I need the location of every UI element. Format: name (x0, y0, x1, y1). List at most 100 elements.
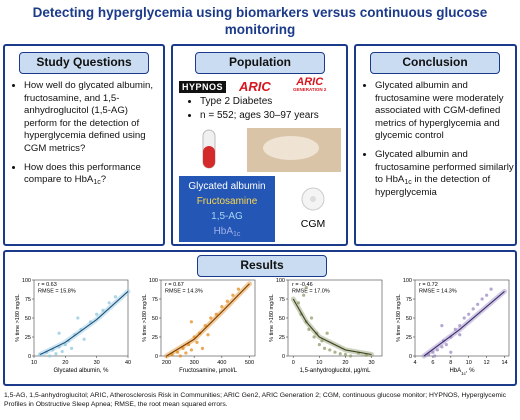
scatter-point (320, 339, 324, 343)
y-tick-label: 100 (403, 278, 412, 284)
scatter-point (364, 353, 368, 357)
population-list: Type 2 Diabetesn = 552; ages 30–97 years (187, 96, 347, 123)
text-segment: Glycated albumin and fructosamine were m… (375, 80, 504, 142)
x-axis-label: 1,5-anhydroglucitol, µg/mL (300, 368, 371, 374)
text-segment: HbA (213, 226, 234, 237)
scatter-point (187, 343, 191, 347)
list-item: Glycated albumin and fructosamine were m… (375, 80, 514, 143)
scatter-point (304, 286, 308, 290)
y-tick-label: 100 (149, 278, 158, 284)
scatter-point (189, 348, 194, 352)
scatter-point (57, 331, 61, 335)
annotation: r = 0.63 (38, 282, 57, 288)
y-tick-label: 25 (152, 335, 158, 341)
scatter-point (220, 305, 224, 309)
scatter-point (48, 354, 52, 358)
scatter-point (349, 354, 353, 358)
list-item: How does this performance compare to HbA… (24, 162, 161, 187)
blood (203, 146, 215, 168)
biomarker: 1,5-AG (179, 209, 275, 224)
text-segment: 1,5-AG (211, 211, 243, 222)
scatter-point (435, 348, 439, 352)
y-tick-label: 0 (28, 354, 31, 360)
scatter-point (325, 331, 329, 335)
scatter-point (200, 346, 205, 350)
annotation: r = 0.67 (165, 282, 184, 288)
scatter-point (444, 343, 448, 347)
scatter-point (449, 350, 453, 354)
x-tick-label: 200 (162, 360, 171, 366)
population-panel: Population HYPNOS ARIC ARIC GENERATION 2… (171, 44, 348, 246)
fit-line (292, 298, 372, 356)
biomarker-box: Glycated albumin Fructosamine 1,5-AG HbA1c (179, 176, 275, 242)
title: Detecting hyperglycemia using biomarkers… (32, 5, 488, 37)
scatter-point (462, 316, 466, 320)
x-axis-label: Fructosamine, µmol/L (179, 368, 237, 374)
scatter-point (184, 351, 188, 355)
y-tick-label: 75 (279, 297, 285, 303)
list-item: How well do glycated albumin, fructosami… (24, 80, 161, 156)
panel-header: Results (197, 255, 327, 277)
scatter-point (307, 327, 311, 331)
x-tick-label: 0 (292, 360, 295, 366)
biomarker: Fructosamine (179, 194, 275, 209)
scatter-point (63, 343, 67, 347)
x-tick-label: 8 (449, 360, 452, 366)
cgm-device (301, 187, 325, 211)
scatter-point (113, 295, 118, 299)
plot-area (33, 279, 129, 357)
fit-line (423, 290, 505, 357)
scatter-point (431, 350, 435, 354)
x-tick-label: 10 (31, 360, 37, 366)
y-tick-label: 0 (409, 354, 412, 360)
y-axis-label: % time >180 mg/dL (269, 294, 275, 342)
conclusion-panel: Conclusion Glycated albumin and fructosa… (354, 44, 517, 246)
x-tick-label: 300 (190, 360, 199, 366)
x-tick-label: 40 (125, 360, 131, 366)
scatter-point (467, 312, 471, 316)
scatter-point (485, 293, 489, 297)
scatter-point (214, 312, 218, 316)
subscript: 1c (233, 231, 241, 238)
text-segment: in the detection of hyperglycemia (375, 174, 491, 198)
scatter-point (309, 316, 314, 320)
y-axis-label: % time >180 mg/dL (142, 294, 148, 342)
scatter-point (322, 346, 327, 350)
logo-aric-gen2: ARIC GENERATION 2 (293, 76, 327, 93)
logo-text: GENERATION 2 (293, 87, 327, 92)
biomarker: HbA1c (179, 224, 275, 239)
text-segment: Glycated albumin and fructosamine perfor… (375, 148, 514, 186)
scatter-point (338, 352, 342, 356)
y-tick-label: 50 (152, 316, 158, 322)
logo-text: ARIC (296, 76, 324, 88)
footnote: 1,5-AG, 1,5-anhydroglucitol; ARIC, Ather… (4, 392, 507, 408)
annotation: RMSE = 17.0% (292, 289, 330, 295)
text-segment: , % (466, 368, 475, 374)
photo-detail (263, 136, 319, 160)
results-panel: Results (3, 250, 517, 386)
fit-line (40, 290, 129, 355)
plot-area (160, 279, 256, 357)
annotation: r = 0.72 (419, 282, 438, 288)
scatter-point (440, 345, 444, 349)
conclusion-list: Glycated albumin and fructosamine were m… (362, 80, 514, 205)
scatter-point (178, 354, 182, 358)
scatter-point (76, 316, 80, 320)
x-tick-label: 14 (501, 360, 507, 366)
y-tick-label: 100 (276, 278, 285, 284)
y-tick-label: 25 (406, 335, 412, 341)
scatter-point (236, 287, 241, 291)
scatter-point (107, 301, 111, 305)
scatter-point (54, 352, 58, 356)
panel-header: Study Questions (19, 52, 149, 74)
x-tick-label: 10 (466, 360, 472, 366)
scatter-point (343, 352, 348, 357)
text-segment: How well do glycated albumin, fructosami… (24, 80, 154, 154)
scatter-point (476, 302, 480, 306)
scatter-point (471, 307, 475, 311)
x-tick-label: 30 (94, 360, 100, 366)
y-tick-label: 50 (279, 316, 285, 322)
illustrations (202, 128, 341, 172)
list-item: n = 552; ages 30–97 years (200, 110, 347, 123)
subscript: 1c (461, 371, 467, 376)
